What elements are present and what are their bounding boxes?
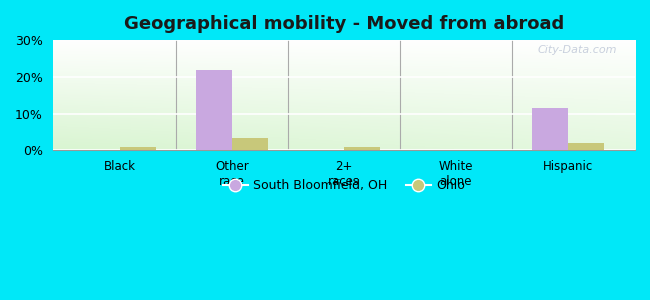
- Bar: [196, 70, 232, 150]
- Bar: [120, 147, 155, 150]
- Bar: [232, 137, 268, 150]
- Text: City-Data.com: City-Data.com: [538, 44, 617, 55]
- Title: Geographical mobility - Moved from abroad: Geographical mobility - Moved from abroa…: [124, 15, 564, 33]
- Legend: South Bloomfield, OH, Ohio: South Bloomfield, OH, Ohio: [218, 174, 470, 197]
- Bar: [568, 143, 604, 150]
- Bar: [344, 147, 380, 150]
- Bar: [532, 108, 568, 150]
